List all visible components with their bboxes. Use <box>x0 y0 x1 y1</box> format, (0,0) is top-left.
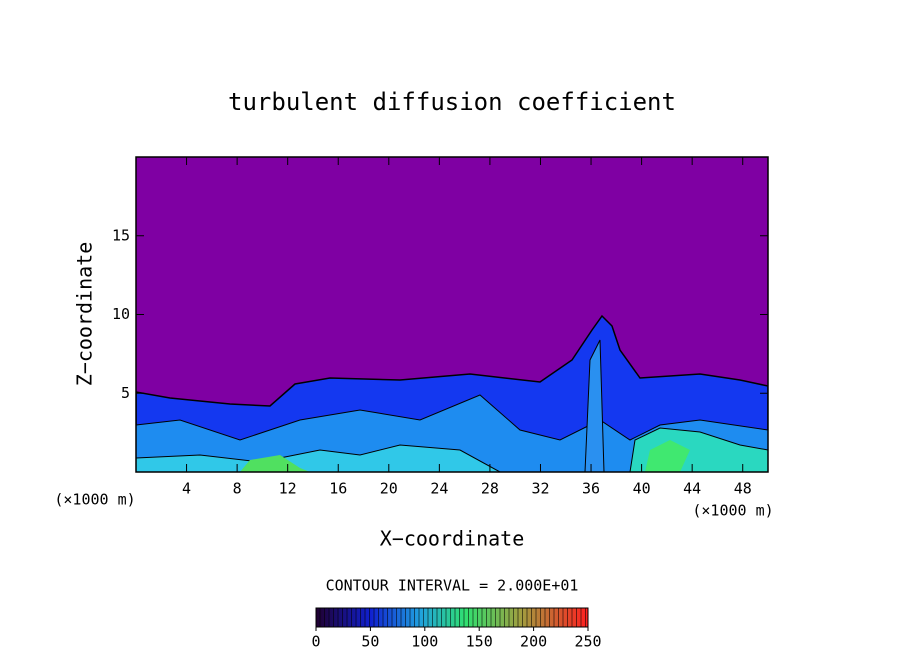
x-tick-label: 16 <box>329 480 347 498</box>
x-tick-label: 12 <box>279 480 297 498</box>
y-tick-label: 5 <box>121 384 130 402</box>
x-tick-label: 36 <box>582 480 600 498</box>
y-tick-label: 15 <box>112 226 130 244</box>
x-tick-label: 44 <box>683 480 701 498</box>
y-axis-label: Z−coordinate <box>73 242 97 387</box>
x-tick-label: 24 <box>430 480 448 498</box>
chart-title: turbulent diffusion coefficient <box>228 88 676 116</box>
field-region <box>240 455 310 472</box>
x-tick-label: 40 <box>633 480 651 498</box>
field-region <box>645 440 690 472</box>
x-tick-label: 20 <box>380 480 398 498</box>
field-region <box>136 394 768 472</box>
x-unit-left: (×1000 m) <box>54 491 135 509</box>
field <box>136 314 768 472</box>
x-tick-label: 48 <box>734 480 752 498</box>
contour-interval: CONTOUR INTERVAL = 2.000E+01 <box>326 577 579 595</box>
x-tick-label: 32 <box>531 480 549 498</box>
x-tick-label: 8 <box>233 480 242 498</box>
colorbar-tick-label: 50 <box>361 633 379 651</box>
x-axis-label: X−coordinate <box>380 527 525 551</box>
field-region <box>584 339 605 472</box>
colorbar-stripes <box>316 608 588 627</box>
colorbar-tick-label: 200 <box>520 633 547 651</box>
x-unit-right: (×1000 m) <box>692 502 773 520</box>
colorbar-tick-label: 0 <box>311 633 320 651</box>
colorbar-tick-label: 100 <box>411 633 438 651</box>
colorbar-tick-label: 150 <box>466 633 493 651</box>
colorbar-tick-label: 250 <box>574 633 601 651</box>
y-tick-label: 10 <box>112 305 130 323</box>
x-tick-label: 28 <box>481 480 499 498</box>
x-tick-label: 4 <box>182 480 191 498</box>
field-region <box>136 444 501 472</box>
